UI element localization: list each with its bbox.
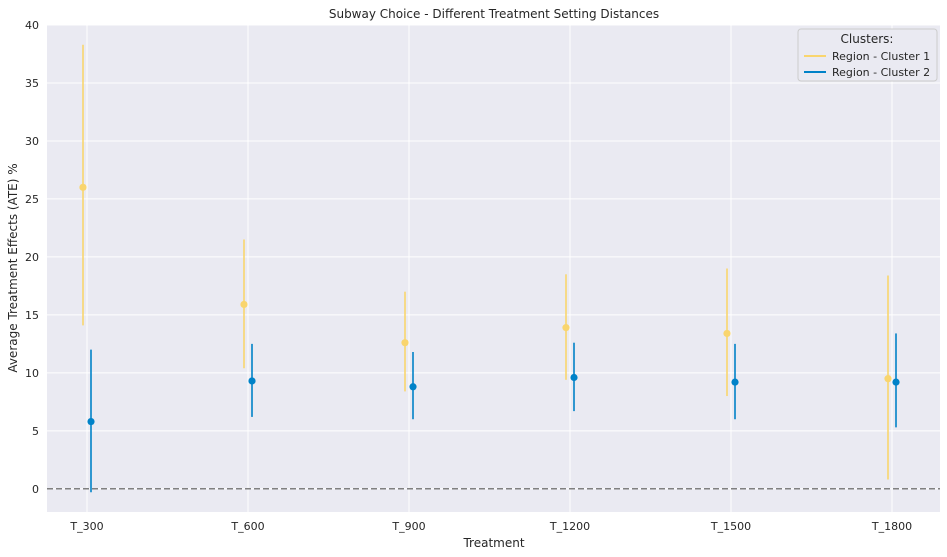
series-cluster-1 (79, 44, 892, 480)
data-point (723, 329, 731, 338)
legend-label-cluster-2: Region - Cluster 2 (832, 66, 930, 79)
data-point (401, 339, 409, 347)
x-tick-label: T_1500 (710, 520, 751, 533)
grid (47, 24, 940, 512)
legend-title: Clusters: (841, 32, 894, 46)
data-point (409, 383, 417, 391)
x-axis-label: Treatment (462, 536, 524, 550)
y-tick-label: 15 (25, 309, 39, 322)
data-point (892, 378, 900, 386)
data-point (248, 377, 256, 385)
data-point (562, 324, 570, 332)
legend: Clusters: Region - Cluster 1 Region - Cl… (797, 28, 938, 82)
y-axis-label: Average Treatment Effects (ATE) % (6, 163, 20, 372)
y-tick-label: 5 (32, 425, 39, 438)
y-tick-label: 25 (25, 193, 39, 206)
plot-area (47, 25, 940, 512)
x-tick-label: T_1200 (549, 520, 590, 533)
y-tick-label: 35 (25, 77, 39, 90)
legend-box (797, 28, 938, 82)
y-tick-label: 10 (25, 367, 39, 380)
data-point (884, 375, 892, 383)
data-point (79, 183, 87, 191)
legend-label-cluster-1: Region - Cluster 1 (832, 50, 930, 63)
data-point (731, 378, 739, 386)
data-point (87, 417, 95, 426)
y-tick-label: 40 (25, 19, 39, 32)
x-tick-labels: T_300 T_600 T_900 T_1200 T_1500 T_1800 (69, 520, 912, 533)
y-tick-label: 20 (25, 251, 39, 264)
y-tick-label: 30 (25, 135, 39, 148)
chart-title: Subway Choice - Different Treatment Sett… (329, 7, 659, 21)
x-tick-label: T_300 (69, 520, 103, 533)
y-tick-label: 0 (32, 483, 39, 496)
x-tick-label: T_900 (391, 520, 425, 533)
series-group (79, 44, 900, 493)
series-cluster-2 (87, 333, 900, 493)
x-tick-label: T_600 (230, 520, 264, 533)
data-point (570, 373, 578, 382)
x-tick-label: T_1800 (871, 520, 912, 533)
y-tick-labels: 0 5 10 15 20 25 30 35 40 (25, 19, 39, 496)
data-point (240, 300, 248, 309)
